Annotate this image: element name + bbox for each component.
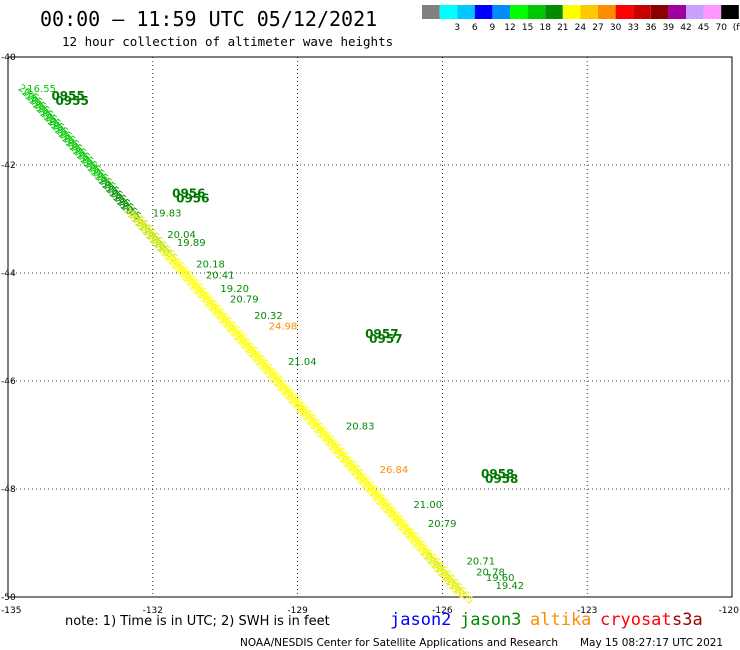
wave-height-labels: 16.5519.8320.0419.8920.1820.4119.2020.79… <box>27 84 524 592</box>
legend-swatch <box>562 5 581 19</box>
legend-swatch <box>439 5 458 19</box>
satellite-name: jason3 <box>460 610 521 630</box>
time-label: 0955 <box>51 89 84 103</box>
wave-height-value: 26.84 <box>380 465 409 476</box>
footnote: note: 1) Time is in UTC; 2) SWH is in fe… <box>65 614 330 629</box>
satellite-track: 20.520.520.520.520.520.520.520.520.520.5… <box>16 83 475 607</box>
lon-tick-label: -129 <box>287 606 308 616</box>
legend-swatch <box>668 5 686 19</box>
time-label-shadow: 0956 <box>176 191 209 205</box>
map-grid <box>8 57 732 597</box>
lat-tick-label: -42 <box>1 161 16 171</box>
legend-value: 42 <box>680 23 691 33</box>
legend-swatch <box>457 5 475 19</box>
wave-height-value: 20.71 <box>467 557 496 568</box>
generated-timestamp: May 15 08:27:17 UTC 2021 <box>580 637 723 649</box>
legend-value: 18 <box>539 23 551 33</box>
time-label-shadow: 0958 <box>485 472 518 486</box>
legend-swatch <box>510 5 528 19</box>
lon-tick-label: -132 <box>143 606 163 616</box>
legend-value: 9 <box>490 23 496 33</box>
wave-height-value: 19.42 <box>495 581 524 592</box>
wave-height-value: 20.79 <box>428 519 457 530</box>
wave-height-value: 24.98 <box>269 322 298 333</box>
legend-swatch <box>633 5 651 19</box>
wave-height-value: 21.04 <box>288 357 317 368</box>
lon-tick-label: -120 <box>719 606 740 616</box>
legend-unit: (ft) <box>733 23 740 33</box>
legend-swatch <box>686 5 704 19</box>
lat-tick-label: -44 <box>1 269 16 279</box>
lon-tick-label: -123 <box>577 606 597 616</box>
wave-height-value: 20.04 <box>167 230 196 241</box>
lat-tick-label: -46 <box>1 377 16 387</box>
satellite-name: cryosat <box>600 610 672 630</box>
satellite-legend: jason2 jason3 altika cryosat s3a <box>390 610 703 630</box>
time-label-shadow: 0955 <box>55 94 88 108</box>
satellite-name: jason2 <box>390 610 451 630</box>
legend-value: 3 <box>454 23 460 33</box>
legend-swatch <box>527 5 546 19</box>
legend-swatch <box>492 5 510 19</box>
wave-height-value: 20.79 <box>230 295 259 306</box>
legend-swatch <box>615 5 634 19</box>
wave-height-value: 19.60 <box>486 573 515 584</box>
page-title: 00:00 – 11:59 UTC 05/12/2021 <box>40 7 377 31</box>
legend-swatch <box>598 5 616 19</box>
lat-tick-label: -50 <box>1 593 16 603</box>
wave-height-value: 16.55 <box>27 84 56 95</box>
legend-swatch <box>580 5 598 19</box>
time-label: 0956 <box>172 186 205 200</box>
legend-value: 70 <box>715 23 727 33</box>
legend-swatch <box>650 5 669 19</box>
legend-swatch <box>545 5 563 19</box>
track-reading: 20.5 <box>450 585 475 607</box>
satellite-name: altika <box>530 610 591 630</box>
satellite-name: s3a <box>672 610 703 630</box>
time-label: 0958 <box>481 467 514 481</box>
lon-tick-label: -126 <box>432 606 453 616</box>
wave-height-value: 19.83 <box>153 208 182 219</box>
legend-value: 36 <box>645 23 657 33</box>
time-label: 0957 <box>365 327 398 341</box>
legend-value: 6 <box>472 23 478 33</box>
legend-value: 24 <box>575 23 587 33</box>
wave-height-value: 20.41 <box>206 270 235 281</box>
legend-value: 27 <box>592 23 603 33</box>
axis-ticks: -40 -42 -44 -46 -48 -50 -135 -132 -129 -126 -123 -1… <box>1 53 739 616</box>
wave-height-value: 20.18 <box>196 260 225 271</box>
wave-height-value: 21.00 <box>413 500 442 511</box>
wave-height-value: 20.32 <box>254 311 283 322</box>
legend-value: 33 <box>627 23 638 33</box>
legend-value: 21 <box>557 23 568 33</box>
wave-height-value: 20.78 <box>476 567 505 578</box>
lon-tick-label: -135 <box>1 606 21 616</box>
legend-value: 30 <box>610 23 622 33</box>
legend-value: 45 <box>698 23 709 33</box>
lat-tick-label: -48 <box>1 485 16 495</box>
legend-value: 12 <box>504 23 515 33</box>
wave-height-value: 19.20 <box>220 284 249 295</box>
time-label-shadow: 0957 <box>369 332 402 346</box>
lat-tick-label: -40 <box>1 53 16 63</box>
map-frame <box>7 56 733 598</box>
legend-value: 39 <box>663 23 675 33</box>
wave-height-value: 19.89 <box>177 238 206 249</box>
page-subtitle: 12 hour collection of altimeter wave hei… <box>62 34 393 49</box>
map-border <box>7 56 733 598</box>
legend-value: 15 <box>522 23 533 33</box>
legend-swatch <box>422 5 440 19</box>
legend-swatch <box>703 5 722 19</box>
wave-height-value: 20.83 <box>346 422 375 433</box>
legend-swatch <box>721 5 739 19</box>
credit-line: NOAA/NESDIS Center for Satellite Applica… <box>240 637 558 649</box>
legend-swatch <box>474 5 493 19</box>
